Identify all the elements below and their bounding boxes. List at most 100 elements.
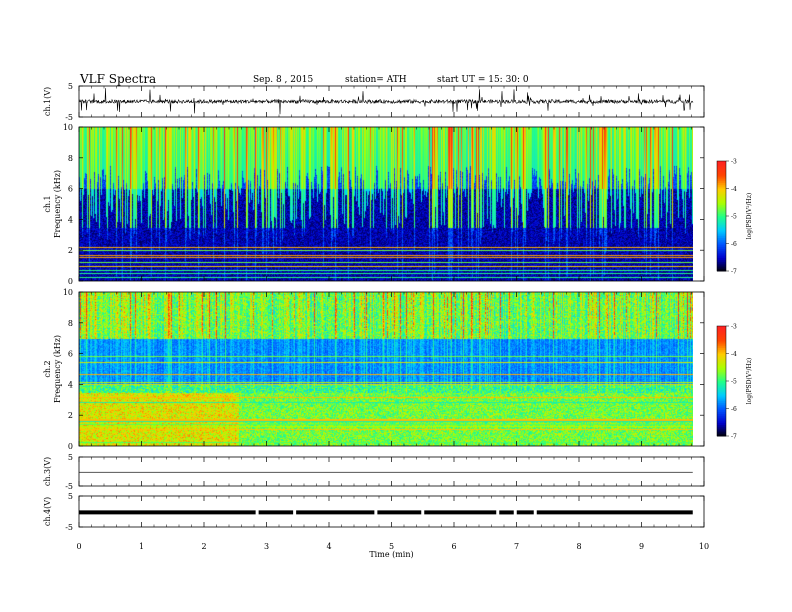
colorbar-cell xyxy=(717,263,726,266)
colorbar-cell xyxy=(717,260,726,263)
colorbar-cell xyxy=(717,397,726,400)
colorbar-cell xyxy=(717,392,726,395)
colorbar-cell xyxy=(717,243,726,246)
y-tick-label: -5 xyxy=(65,523,73,532)
colorbar-cell xyxy=(717,404,726,408)
colorbar-cell xyxy=(717,192,726,195)
colorbar-cell xyxy=(717,232,726,235)
colorbar-cell xyxy=(717,239,726,243)
colorbar-cell xyxy=(717,326,726,329)
colorbar-cell xyxy=(717,217,726,221)
colorbar-cell xyxy=(717,401,726,404)
y-axis-label: Frequency (kHz) xyxy=(53,335,62,403)
colorbar-cell xyxy=(717,417,726,420)
colorbar-cell xyxy=(717,170,726,173)
colorbar-tick-label: -7 xyxy=(731,269,737,276)
colorbar-cell xyxy=(717,368,726,371)
colorbar-cell xyxy=(717,335,726,338)
colorbar-tick-label: -6 xyxy=(731,241,737,248)
colorbar-cell xyxy=(717,258,726,261)
colorbar-cell xyxy=(717,375,726,378)
colorbar-cell xyxy=(717,342,726,345)
colorbar-cell xyxy=(717,432,726,435)
x-tick-label: 0 xyxy=(76,542,81,551)
x-tick-label: 7 xyxy=(514,542,519,551)
colorbar-cell xyxy=(717,230,726,233)
colorbar-cell xyxy=(717,338,726,342)
colorbar-cell xyxy=(717,382,726,386)
colorbar-cell xyxy=(717,377,726,380)
spectrogram-ch2 xyxy=(79,292,693,446)
y-axis-label: Frequency (kHz) xyxy=(53,170,62,238)
colorbar-cell xyxy=(717,175,726,178)
colorbar-cell xyxy=(717,166,726,169)
colorbar-cell xyxy=(717,395,726,398)
colorbar-cell xyxy=(717,234,726,237)
colorbar-cell xyxy=(717,428,726,431)
colorbar-cell xyxy=(717,269,726,272)
colorbar-cell xyxy=(717,406,726,409)
colorbar-cell xyxy=(717,181,726,184)
colorbar-cell xyxy=(717,371,726,375)
y-tick-label: 0 xyxy=(68,277,73,286)
colorbar-cell xyxy=(717,219,726,222)
y-tick-label: 6 xyxy=(68,350,73,359)
colorbar-cell xyxy=(717,173,726,177)
y-tick-label: 8 xyxy=(68,154,73,163)
colorbar-cell xyxy=(717,267,726,270)
colorbar-cell xyxy=(717,214,726,217)
channel-label: ch.1 xyxy=(43,195,52,212)
colorbar-tick-label: -6 xyxy=(731,406,737,413)
colorbar-tick-label: -3 xyxy=(731,324,737,331)
start-time-label: start UT = 15: 30: 0 xyxy=(437,75,529,85)
colorbar-cell xyxy=(717,172,726,175)
x-tick-label: 1 xyxy=(139,542,144,551)
ch1-waveform xyxy=(78,88,694,115)
colorbar-cell xyxy=(717,208,726,211)
colorbar-cell xyxy=(717,421,726,424)
colorbar-cell xyxy=(717,408,726,411)
colorbar-cell xyxy=(717,162,726,166)
chart-title: VLF Spectra xyxy=(80,72,157,86)
colorbar-cell xyxy=(717,388,726,391)
colorbar-tick-label: -7 xyxy=(731,434,737,441)
colorbar-cell xyxy=(717,364,726,367)
y-tick-label: 2 xyxy=(68,411,73,420)
x-tick-label: 6 xyxy=(451,542,456,551)
colorbar-cell xyxy=(717,216,726,219)
colorbar-cell xyxy=(717,426,726,430)
colorbar-cell xyxy=(717,410,726,413)
colorbar-cell xyxy=(717,414,726,417)
colorbar-cell xyxy=(717,252,726,255)
colorbar-cell xyxy=(717,205,726,208)
colorbar-cell xyxy=(717,348,726,351)
y-tick-label: 10 xyxy=(63,123,73,132)
colorbar-cell xyxy=(717,194,726,197)
colorbar-cell xyxy=(717,238,726,241)
colorbar-cell xyxy=(717,393,726,397)
y-tick-label: 10 xyxy=(63,288,73,297)
x-tick-label: 2 xyxy=(201,542,206,551)
colorbar-cell xyxy=(717,203,726,206)
y-tick-label: 0 xyxy=(68,442,73,451)
colorbar-tick-label: -3 xyxy=(731,159,737,166)
colorbar-cell xyxy=(717,184,726,188)
colorbar-cell xyxy=(717,370,726,373)
y-tick-label: 5 xyxy=(68,453,73,462)
colorbar-cell xyxy=(717,241,726,244)
colorbar-cell xyxy=(717,355,726,358)
colorbar-cell xyxy=(717,353,726,356)
colorbar-cell xyxy=(717,199,726,202)
colorbar-cell xyxy=(717,331,726,334)
x-tick-label: 8 xyxy=(576,542,581,551)
colorbar-cell xyxy=(717,250,726,254)
colorbar-cell xyxy=(717,329,726,332)
colorbar-cell xyxy=(717,190,726,193)
x-tick-label: 10 xyxy=(699,542,709,551)
colorbar-cell xyxy=(717,164,726,167)
colorbar-cell xyxy=(717,430,726,433)
colorbar-cell xyxy=(717,168,726,171)
y-tick-label: 4 xyxy=(68,380,73,389)
y-tick-label: 5 xyxy=(68,82,73,91)
